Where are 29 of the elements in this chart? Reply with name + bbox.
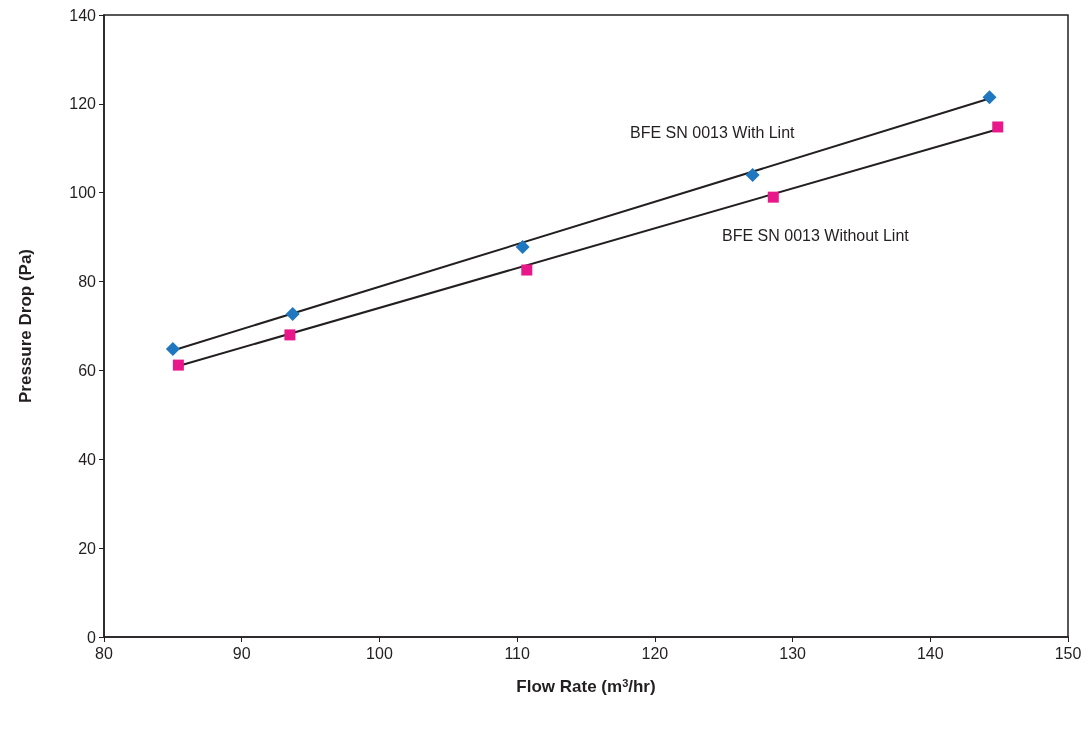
y-axis-title: Pressure Drop (Pa) (16, 249, 35, 403)
point (982, 90, 997, 105)
annotation: BFE SN 0013 With Lint (630, 123, 796, 141)
y-tick-label: 100 (69, 184, 97, 202)
point (284, 329, 296, 341)
y-tick-label: 0 (87, 628, 97, 646)
y-tick-label: 60 (78, 361, 97, 379)
point (521, 264, 533, 276)
x-tick-label: 130 (779, 644, 807, 662)
point (285, 307, 300, 321)
x-tick-label: 150 (1054, 644, 1082, 662)
y-tick-label: 140 (69, 6, 97, 24)
y-tick-label: 40 (78, 450, 97, 468)
y-tick-label: 20 (78, 539, 97, 557)
x-tick-label: 100 (366, 644, 393, 662)
point (172, 359, 184, 371)
x-tick-label: 120 (641, 644, 669, 662)
y-tick-label: 80 (78, 273, 97, 291)
x-tick-label: 140 (916, 644, 944, 662)
point (515, 239, 530, 254)
point (767, 191, 779, 203)
x-tick-label: 90 (232, 644, 251, 662)
annotation: BFE SN 0013 Without Lint (722, 226, 910, 244)
x-tick-label: 110 (504, 644, 530, 662)
y-tick-label: 120 (69, 95, 97, 113)
x-tick-label: 80 (95, 644, 113, 662)
point (165, 342, 180, 357)
point (745, 167, 760, 182)
point (992, 121, 1004, 133)
